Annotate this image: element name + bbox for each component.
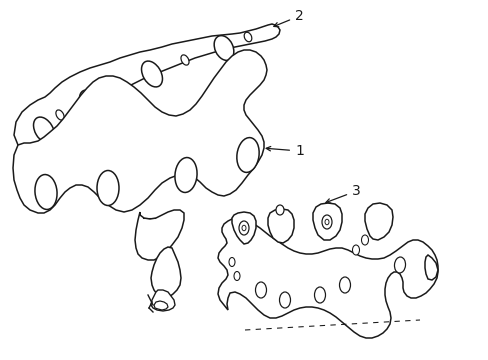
Text: 1: 1 xyxy=(265,144,303,158)
PathPatch shape xyxy=(364,203,392,240)
Ellipse shape xyxy=(352,245,359,255)
Ellipse shape xyxy=(244,32,251,42)
Text: 3: 3 xyxy=(325,184,360,203)
PathPatch shape xyxy=(14,24,280,153)
Text: 2: 2 xyxy=(273,9,303,27)
PathPatch shape xyxy=(151,290,175,311)
Ellipse shape xyxy=(321,215,331,229)
PathPatch shape xyxy=(135,210,183,260)
Ellipse shape xyxy=(56,110,64,120)
Ellipse shape xyxy=(361,235,368,245)
PathPatch shape xyxy=(231,212,256,244)
Ellipse shape xyxy=(255,282,266,298)
Ellipse shape xyxy=(141,61,162,87)
Ellipse shape xyxy=(275,205,284,215)
Ellipse shape xyxy=(181,55,189,65)
PathPatch shape xyxy=(218,218,437,338)
Ellipse shape xyxy=(239,221,248,235)
Ellipse shape xyxy=(314,287,325,303)
PathPatch shape xyxy=(312,203,341,240)
PathPatch shape xyxy=(267,209,293,243)
Ellipse shape xyxy=(34,117,54,143)
PathPatch shape xyxy=(424,255,437,280)
Ellipse shape xyxy=(242,225,245,231)
Ellipse shape xyxy=(35,175,57,210)
PathPatch shape xyxy=(151,247,181,298)
Ellipse shape xyxy=(234,271,240,280)
Ellipse shape xyxy=(111,83,119,93)
PathPatch shape xyxy=(154,301,168,310)
PathPatch shape xyxy=(13,50,266,213)
Ellipse shape xyxy=(80,90,100,116)
Ellipse shape xyxy=(175,158,197,193)
Ellipse shape xyxy=(394,257,405,273)
Ellipse shape xyxy=(236,138,259,172)
Ellipse shape xyxy=(279,292,290,308)
Ellipse shape xyxy=(325,219,328,225)
Ellipse shape xyxy=(214,36,233,60)
Ellipse shape xyxy=(339,277,350,293)
Ellipse shape xyxy=(228,257,235,266)
Ellipse shape xyxy=(97,171,119,206)
